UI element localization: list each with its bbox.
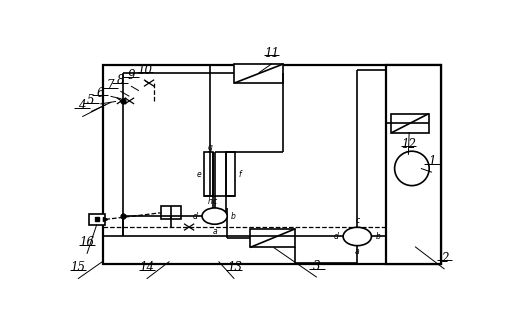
Bar	[161, 206, 182, 219]
Text: 14: 14	[139, 261, 154, 274]
Text: c: c	[212, 197, 217, 206]
Text: 6: 6	[96, 87, 104, 100]
Text: b: b	[231, 212, 236, 220]
Bar	[234, 64, 283, 83]
Bar	[227, 152, 235, 197]
Text: 2: 2	[441, 252, 448, 265]
Text: b: b	[375, 232, 380, 241]
Text: 12: 12	[401, 138, 416, 151]
Text: 15: 15	[70, 261, 85, 274]
Text: 7: 7	[107, 79, 114, 92]
Text: h: h	[208, 197, 213, 206]
Circle shape	[343, 227, 372, 246]
Text: 4: 4	[79, 99, 86, 112]
Text: 1: 1	[428, 155, 436, 168]
Text: 3: 3	[313, 260, 320, 273]
Text: 11: 11	[264, 47, 279, 60]
Ellipse shape	[394, 151, 429, 186]
Bar	[391, 114, 429, 133]
Text: d: d	[334, 232, 339, 241]
Text: a: a	[212, 226, 217, 236]
Bar	[102, 65, 441, 264]
Text: 8: 8	[117, 74, 124, 87]
Circle shape	[202, 208, 227, 224]
Text: c: c	[355, 216, 359, 225]
Bar	[385, 65, 441, 264]
Text: 13: 13	[227, 261, 242, 274]
Text: e: e	[196, 170, 201, 179]
Text: 16: 16	[80, 236, 94, 250]
Text: a: a	[355, 247, 359, 256]
Text: f: f	[238, 170, 241, 179]
Text: 10: 10	[137, 64, 153, 77]
Bar	[204, 152, 213, 197]
Text: 9: 9	[127, 69, 135, 82]
Text: g: g	[208, 143, 213, 152]
Bar	[89, 214, 105, 224]
Text: d: d	[193, 212, 198, 220]
Bar	[250, 229, 295, 248]
Text: 5: 5	[87, 94, 95, 107]
